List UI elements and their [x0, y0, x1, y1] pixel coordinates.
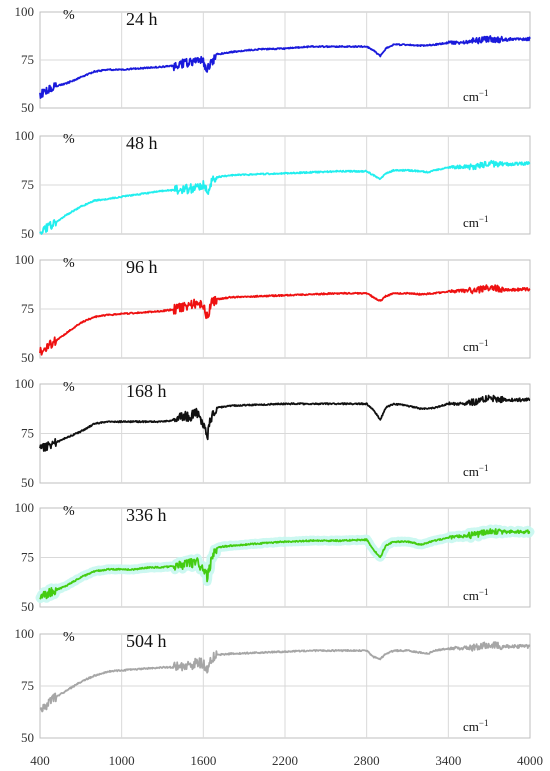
y-tick-label: 50 — [21, 599, 34, 614]
y-axis-label: % — [63, 380, 75, 395]
chart-panel-3: 50 75 100% 96 h cm−1 — [15, 252, 531, 365]
y-tick-label: 75 — [21, 550, 34, 565]
chart-panel-2: 50 75 100% 48 h cm−1 — [15, 128, 531, 241]
y-tick-label: 50 — [21, 350, 34, 365]
panel-label: 96 h — [126, 257, 158, 277]
panel-label: 336 h — [126, 505, 167, 525]
chart-panel-5: 50 75 100% 336 h cm−1 — [15, 500, 535, 614]
x-unit-base: cm — [463, 339, 479, 354]
x-tick-label: 1600 — [190, 753, 216, 768]
x-tick-label: 1000 — [109, 753, 135, 768]
chart-panel-4: 50 75 100% 168 h cm−1 — [15, 376, 531, 490]
panel-label: 24 h — [126, 9, 158, 29]
y-axis-label: % — [63, 8, 75, 23]
x-unit-exponent: −1 — [479, 88, 489, 98]
y-tick-label: 75 — [21, 52, 34, 67]
y-tick-label: 75 — [21, 678, 34, 693]
x-unit-label: cm−1 — [463, 463, 488, 479]
x-tick-label: 4000 — [517, 753, 543, 768]
panel-label: 48 h — [126, 133, 158, 153]
x-unit-base: cm — [463, 719, 479, 734]
x-unit-base: cm — [463, 215, 479, 230]
y-tick-label: 50 — [21, 100, 34, 115]
x-unit-exponent: −1 — [479, 587, 489, 597]
spectrum-line-2 — [39, 159, 531, 235]
x-tick-label: 2200 — [272, 753, 298, 768]
chart-panel-6: 50 75 100% 504 h cm−1 — [15, 626, 531, 745]
y-axis-label: % — [63, 132, 75, 147]
y-tick-label: 75 — [21, 177, 34, 192]
spectrum-line-3 — [39, 284, 531, 356]
x-unit-label: cm−1 — [463, 718, 488, 734]
y-tick-label: 100 — [15, 626, 35, 641]
x-unit-exponent: −1 — [479, 214, 489, 224]
spectrum-line-6 — [39, 641, 531, 713]
y-tick-label: 100 — [15, 376, 35, 391]
spectrum-line-5 — [39, 528, 531, 600]
y-axis-label: % — [63, 630, 75, 645]
x-unit-exponent: −1 — [479, 338, 489, 348]
x-unit-label: cm−1 — [463, 338, 488, 354]
x-unit-base: cm — [463, 89, 479, 104]
y-tick-label: 100 — [15, 128, 35, 143]
panel-label: 504 h — [126, 631, 167, 651]
y-tick-label: 100 — [15, 252, 35, 267]
x-unit-label: cm−1 — [463, 587, 488, 603]
y-tick-label: 100 — [15, 500, 35, 515]
y-axis-label: % — [63, 256, 75, 271]
panel-label: 168 h — [126, 381, 167, 401]
x-unit-label: cm−1 — [463, 214, 488, 230]
y-tick-label: 75 — [21, 426, 34, 441]
x-unit-exponent: −1 — [479, 463, 489, 473]
x-tick-label: 3400 — [435, 753, 461, 768]
x-unit-base: cm — [463, 588, 479, 603]
y-tick-label: 100 — [15, 4, 35, 19]
spectrum-line-4 — [39, 394, 531, 452]
y-tick-label: 50 — [21, 475, 34, 490]
y-tick-label: 50 — [21, 226, 34, 241]
y-tick-label: 50 — [21, 730, 34, 745]
y-tick-label: 75 — [21, 301, 34, 316]
x-unit-label: cm−1 — [463, 88, 488, 104]
x-unit-base: cm — [463, 464, 479, 479]
x-tick-label: 400 — [30, 753, 50, 768]
x-unit-exponent: −1 — [479, 718, 489, 728]
x-tick-label: 2800 — [354, 753, 380, 768]
spectrum-line-1 — [39, 35, 531, 99]
y-axis-label: % — [63, 504, 75, 519]
chart-panel-1: 50 75 100% 24 h cm−1 — [15, 4, 531, 115]
